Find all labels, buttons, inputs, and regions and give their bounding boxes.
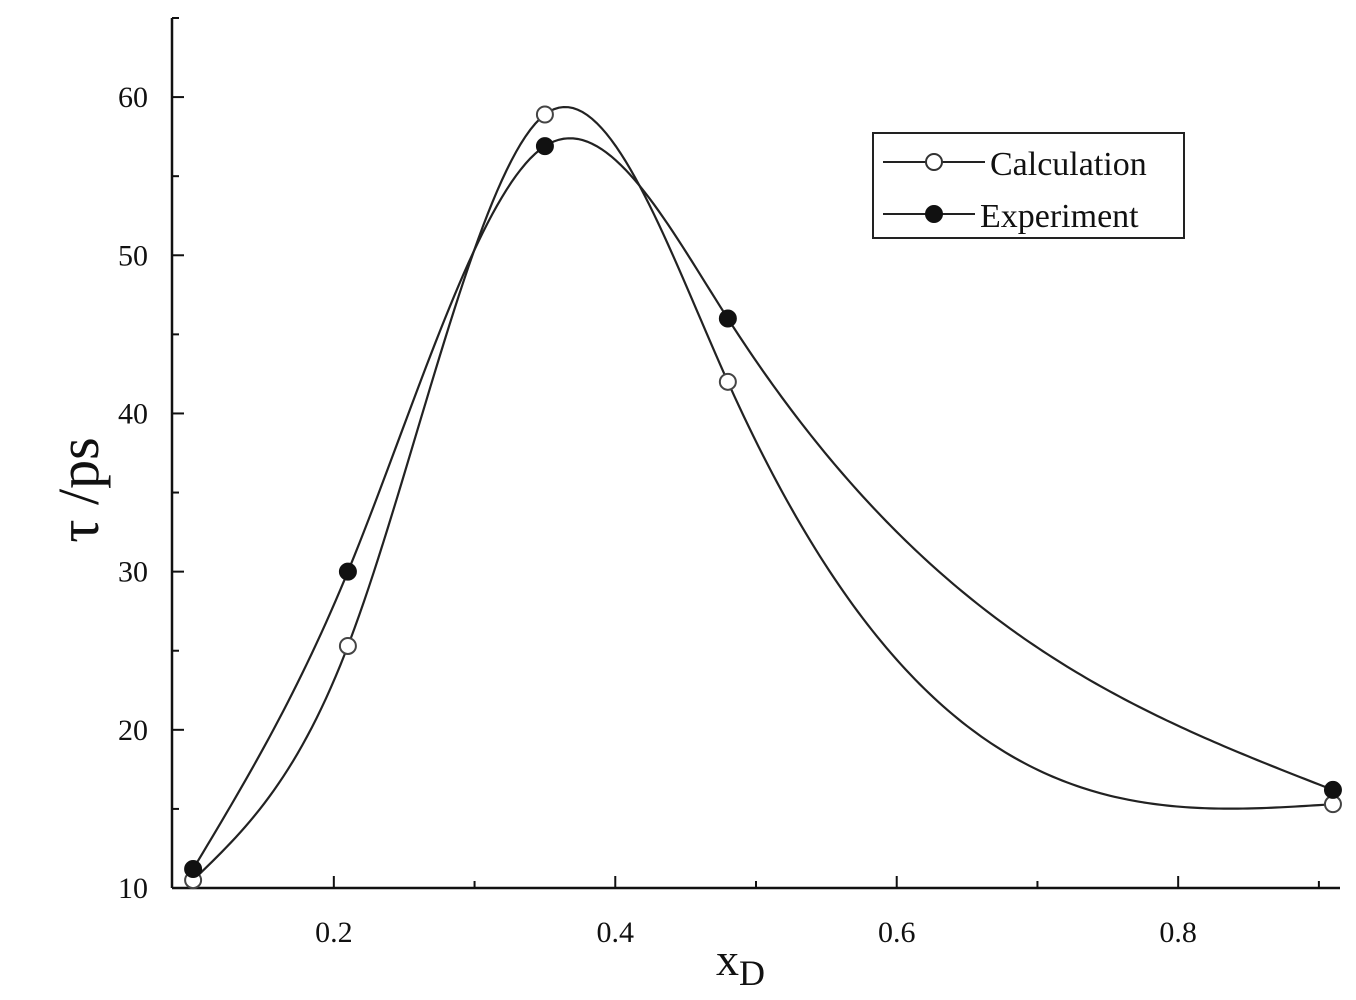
legend-marker-calculation — [925, 153, 943, 171]
data-point-calculation — [718, 372, 737, 391]
y-tick-label: 20 — [118, 714, 148, 747]
data-point-calculation — [535, 105, 554, 124]
legend-box — [872, 132, 1185, 239]
data-point-calculation — [338, 636, 357, 655]
y-tick-label: 50 — [118, 239, 148, 272]
y-tick-label: 40 — [118, 397, 148, 430]
curve-experiment — [192, 137, 1334, 870]
y-tick-label: 30 — [118, 556, 148, 589]
x-tick-label: 0.2 — [315, 916, 353, 949]
curve-calculation — [192, 105, 1334, 881]
y-axis-title: τ /ps — [46, 437, 111, 543]
legend-marker-experiment — [925, 205, 943, 223]
x-tick-label: 0.8 — [1159, 916, 1197, 949]
data-point-experiment — [1323, 780, 1342, 799]
data-point-experiment — [535, 137, 554, 156]
markers — [184, 105, 1342, 890]
data-point-experiment — [338, 562, 357, 581]
data-point-experiment — [718, 309, 737, 328]
curves — [192, 105, 1334, 881]
x-tick-label: 0.6 — [878, 916, 916, 949]
x-axis-title-subscript: D — [739, 953, 765, 993]
legend-label-calculation: Calculation — [990, 146, 1147, 183]
tick-labels: 0.2 0.4 0.6 0.8 10 20 30 40 50 60 — [118, 81, 1197, 949]
y-tick-label: 60 — [118, 81, 148, 114]
x-axis-title-main: x — [716, 934, 739, 985]
legend: Calculation Experiment — [872, 132, 1185, 239]
data-point-experiment — [184, 860, 203, 879]
x-tick-label: 0.4 — [597, 916, 635, 949]
x-axis-title: xD — [716, 934, 765, 993]
y-tick-label: 10 — [118, 872, 148, 905]
legend-label-experiment: Experiment — [980, 198, 1139, 235]
axes — [170, 17, 1340, 890]
